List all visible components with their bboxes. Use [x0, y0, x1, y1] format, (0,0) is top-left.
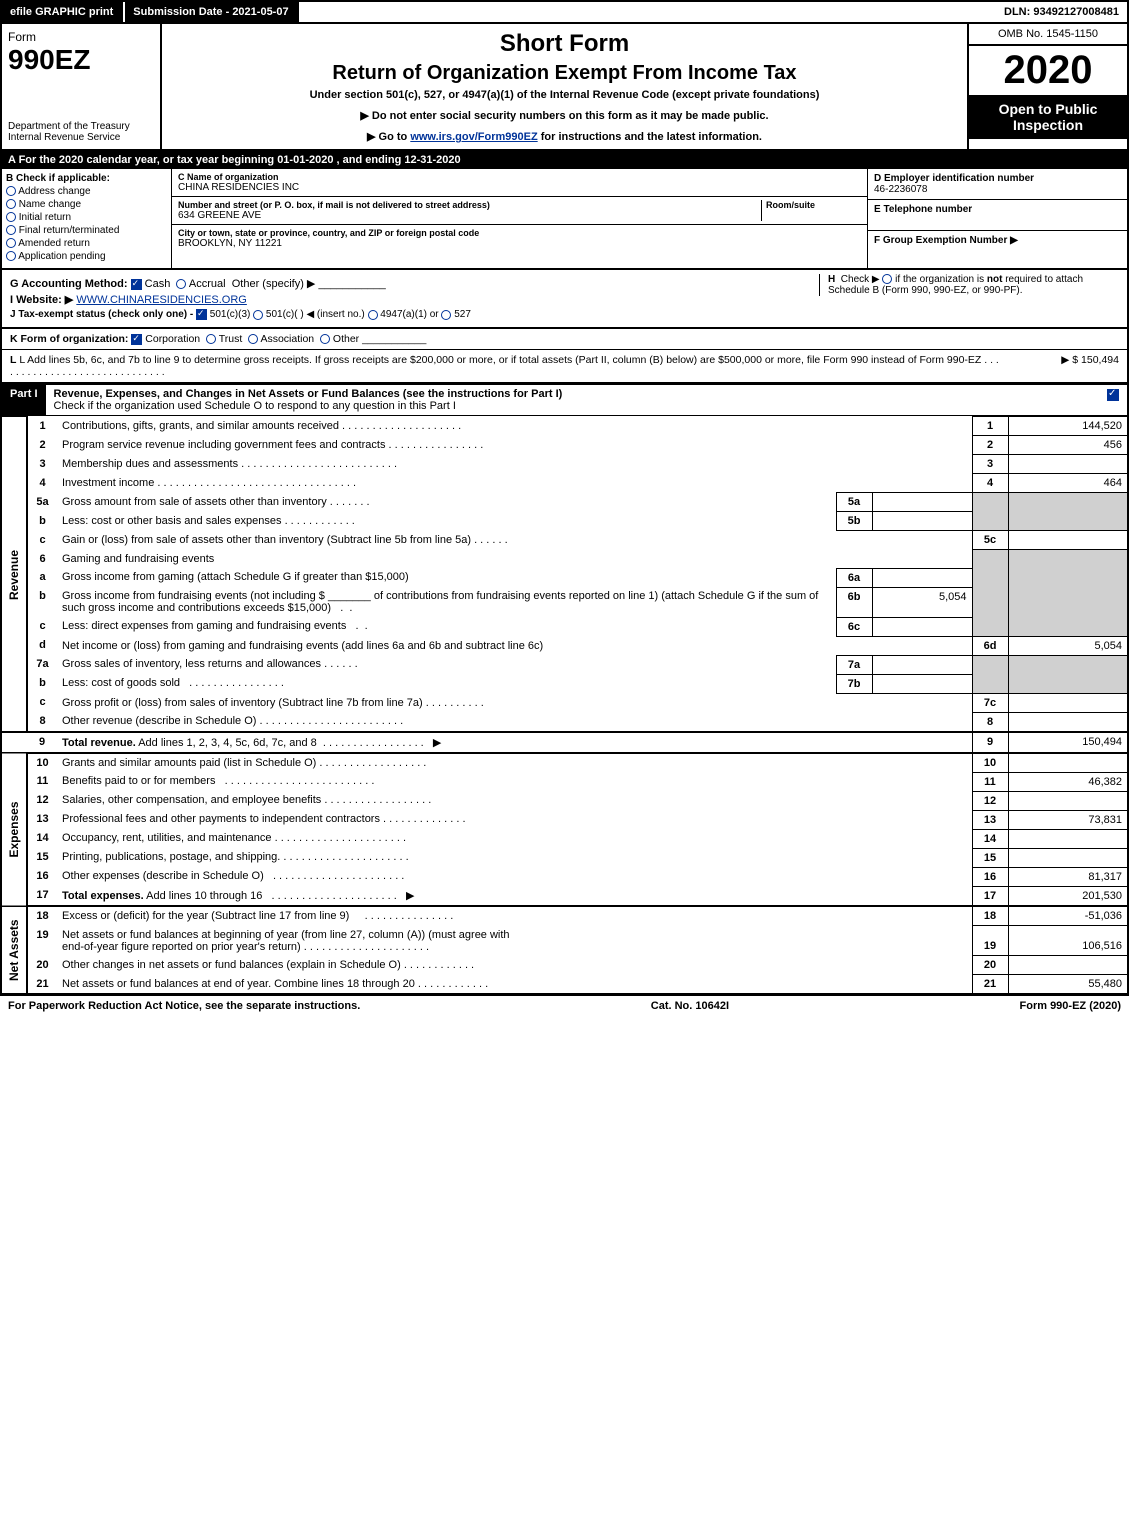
line-18-amount: -51,036 — [1008, 906, 1128, 926]
schedule-b-checkbox[interactable] — [882, 274, 892, 284]
submission-date: Submission Date - 2021-05-07 — [123, 2, 298, 22]
group-exemption-label: F Group Exemption Number ▶ — [874, 235, 1121, 246]
line-9-amount: 150,494 — [1008, 732, 1128, 753]
subtitle: Under section 501(c), 527, or 4947(a)(1)… — [172, 89, 957, 101]
ein-label: D Employer identification number — [874, 173, 1121, 184]
check-if-applicable: B Check if applicable: Address change Na… — [2, 169, 172, 268]
form-number: 990EZ — [8, 44, 154, 76]
part-1-label: Part I — [2, 385, 46, 415]
revenue-tab: Revenue — [1, 417, 27, 732]
line-l: L L Add lines 5b, 6c, and 7b to line 9 t… — [0, 350, 1129, 383]
501c-checkbox[interactable] — [253, 310, 263, 320]
top-bar: efile GRAPHIC print Submission Date - 20… — [0, 0, 1129, 24]
line-2-amount: 456 — [1008, 436, 1128, 455]
part-1-table: Revenue 1Contributions, gifts, grants, a… — [0, 416, 1129, 995]
form-header: Form 990EZ Department of the Treasury In… — [0, 24, 1129, 151]
form-of-org-row: K Form of organization: Corporation Trus… — [0, 329, 1129, 350]
entity-block: B Check if applicable: Address change Na… — [0, 169, 1129, 270]
form-of-org-label: K Form of organization: — [10, 333, 128, 345]
line-19-amount: 106,516 — [1008, 926, 1128, 956]
501c3-checkbox[interactable] — [196, 309, 207, 320]
street-address: 634 GREENE AVE — [178, 210, 761, 221]
website-link[interactable]: WWW.CHINARESIDENCIES.ORG — [76, 294, 247, 306]
tax-year-period: A For the 2020 calendar year, or tax yea… — [0, 151, 1129, 169]
final-return-checkbox[interactable] — [6, 225, 16, 235]
net-assets-tab: Net Assets — [1, 906, 27, 994]
street-label: Number and street (or P. O. box, if mail… — [178, 200, 761, 210]
irs-link[interactable]: www.irs.gov/Form990EZ — [410, 131, 537, 143]
line-1-amount: 144,520 — [1008, 417, 1128, 436]
cash-checkbox[interactable] — [131, 279, 142, 290]
city-label: City or town, state or province, country… — [178, 228, 861, 238]
application-pending-checkbox[interactable] — [6, 251, 16, 261]
accounting-method-label: G Accounting Method: — [10, 278, 128, 290]
room-label: Room/suite — [766, 200, 861, 210]
association-checkbox[interactable] — [248, 334, 258, 344]
telephone-label: E Telephone number — [874, 204, 1121, 215]
accounting-website-block: H Check ▶ if the organization is not req… — [0, 270, 1129, 329]
omb-number: OMB No. 1545-1150 — [969, 24, 1127, 46]
form-version: Form 990-EZ (2020) — [1020, 1000, 1122, 1012]
name-change-checkbox[interactable] — [6, 199, 16, 209]
line-21-amount: 55,480 — [1008, 975, 1128, 995]
org-name: CHINA RESIDENCIES INC — [178, 182, 861, 193]
gross-receipts: ▶ $ 150,494 — [999, 354, 1119, 378]
short-form-title: Short Form — [172, 30, 957, 58]
part-1-title: Revenue, Expenses, and Changes in Net As… — [54, 388, 563, 400]
line-13-amount: 73,831 — [1008, 810, 1128, 829]
part-1-header: Part I Revenue, Expenses, and Changes in… — [0, 383, 1129, 416]
return-title: Return of Organization Exempt From Incom… — [172, 62, 957, 85]
page-footer: For Paperwork Reduction Act Notice, see … — [0, 995, 1129, 1016]
corporation-checkbox[interactable] — [131, 334, 142, 345]
dln: DLN: 93492127008481 — [996, 2, 1127, 22]
department: Department of the Treasury Internal Reve… — [8, 121, 154, 143]
expenses-tab: Expenses — [1, 753, 27, 907]
efile-print-button[interactable]: efile GRAPHIC print — [2, 2, 123, 22]
name-label: C Name of organization — [178, 172, 861, 182]
line-17-amount: 201,530 — [1008, 886, 1128, 906]
address-change-checkbox[interactable] — [6, 186, 16, 196]
schedule-o-checkbox[interactable] — [1107, 389, 1119, 401]
instruction-1: ▶ Do not enter social security numbers o… — [172, 109, 957, 122]
initial-return-checkbox[interactable] — [6, 212, 16, 222]
city-state-zip: BROOKLYN, NY 11221 — [178, 238, 861, 249]
4947-checkbox[interactable] — [368, 310, 378, 320]
line-6b-amount: 5,054 — [872, 587, 972, 617]
website-label: I Website: ▶ — [10, 294, 73, 306]
line-11-amount: 46,382 — [1008, 772, 1128, 791]
ein-value: 46-2236078 — [874, 184, 1121, 195]
accrual-checkbox[interactable] — [176, 279, 186, 289]
amended-return-checkbox[interactable] — [6, 238, 16, 248]
instruction-2: ▶ Go to www.irs.gov/Form990EZ for instru… — [172, 130, 957, 143]
line-6d-amount: 5,054 — [1008, 636, 1128, 655]
form-label: Form — [8, 30, 154, 44]
catalog-number: Cat. No. 10642I — [651, 1000, 729, 1012]
paperwork-notice: For Paperwork Reduction Act Notice, see … — [8, 1000, 360, 1012]
part-1-subtitle: Check if the organization used Schedule … — [54, 400, 456, 412]
trust-checkbox[interactable] — [206, 334, 216, 344]
h-check-box: H Check ▶ if the organization is not req… — [819, 274, 1119, 296]
tax-year: 2020 — [969, 46, 1127, 95]
line-5c-amount — [1008, 531, 1128, 550]
line-16-amount: 81,317 — [1008, 867, 1128, 886]
line-3-amount — [1008, 455, 1128, 474]
tax-exempt-label: J Tax-exempt status (check only one) - — [10, 309, 196, 320]
open-to-public: Open to Public Inspection — [969, 95, 1127, 139]
line-4-amount: 464 — [1008, 474, 1128, 493]
other-checkbox[interactable] — [320, 334, 330, 344]
527-checkbox[interactable] — [441, 310, 451, 320]
